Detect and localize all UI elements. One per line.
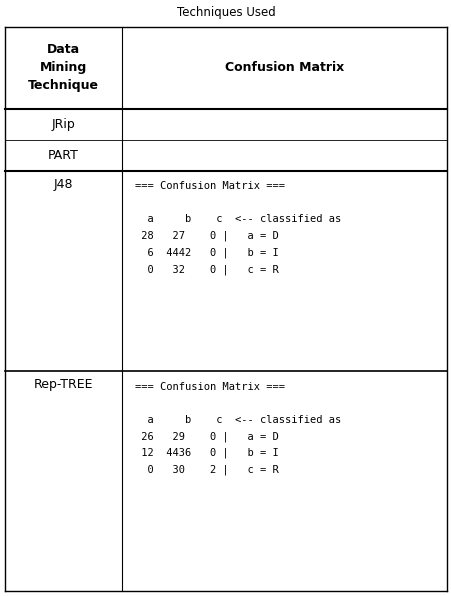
Text: Data
Mining
Technique: Data Mining Technique bbox=[28, 44, 98, 92]
Text: Confusion Matrix: Confusion Matrix bbox=[225, 61, 344, 74]
Text: === Confusion Matrix ===

  a     b    c  <-- classified as
 26   29    0 |   a : === Confusion Matrix === a b c <-- class… bbox=[135, 382, 341, 476]
Text: J48: J48 bbox=[53, 178, 73, 191]
Text: JRip: JRip bbox=[51, 117, 75, 131]
Text: PART: PART bbox=[48, 149, 78, 162]
Text: === Confusion Matrix ===

  a     b    c  <-- classified as
 28   27    0 |   a : === Confusion Matrix === a b c <-- class… bbox=[135, 181, 341, 275]
Text: Techniques Used: Techniques Used bbox=[176, 6, 275, 19]
Text: Rep-TREE: Rep-TREE bbox=[33, 378, 93, 391]
